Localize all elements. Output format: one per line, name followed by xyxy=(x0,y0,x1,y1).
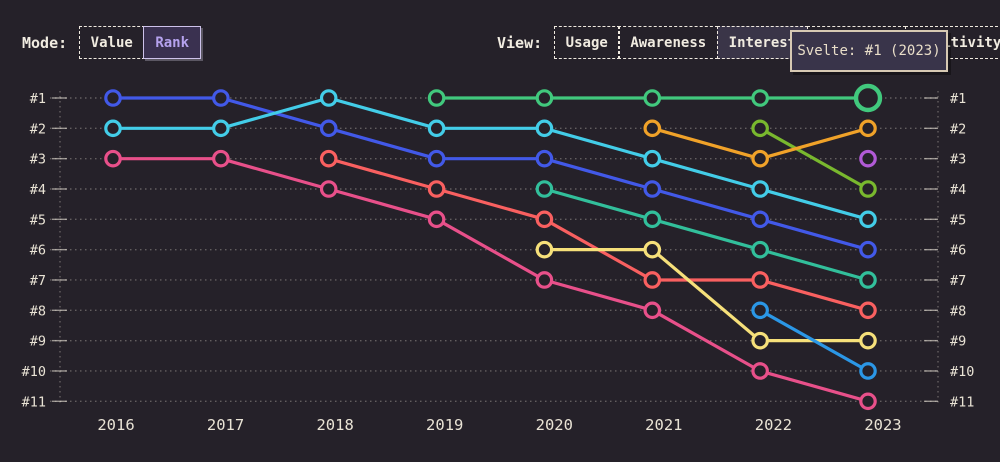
data-point-cyan-2016[interactable] xyxy=(104,119,122,138)
y-axis-label-left: #7 xyxy=(30,273,46,289)
data-point-indigo-2020[interactable] xyxy=(535,149,554,168)
y-axis-label-right: #6 xyxy=(950,243,966,259)
data-point-yellow-2020[interactable] xyxy=(535,240,554,259)
data-point-yellow-2022[interactable] xyxy=(751,331,769,350)
data-point-indigo-2016[interactable] xyxy=(104,89,122,107)
x-axis-label: 2019 xyxy=(426,416,463,434)
data-point-svelte-2021[interactable] xyxy=(643,89,662,107)
data-point-teal-2021[interactable] xyxy=(643,210,662,229)
data-point-pink-2017[interactable] xyxy=(212,149,230,168)
y-axis-label-right: #4 xyxy=(950,182,966,198)
y-axis-label-right: #2 xyxy=(950,121,966,137)
data-point-pink-2022[interactable] xyxy=(751,362,769,380)
data-point-salmon-red-2023[interactable] xyxy=(859,301,877,320)
mode-label: Mode: xyxy=(22,33,68,52)
series-line-salmon-red xyxy=(327,157,870,312)
y-axis-label-right: #9 xyxy=(950,334,966,350)
data-point-yellow-2023[interactable] xyxy=(859,331,877,350)
data-point-pink-2018[interactable] xyxy=(319,180,338,198)
view-option-usage[interactable]: Usage xyxy=(553,26,620,59)
data-point-orange-2022[interactable] xyxy=(751,149,769,168)
x-axis-label: 2017 xyxy=(207,416,244,434)
data-point-light-blue-2022[interactable] xyxy=(751,301,769,320)
y-axis-label-right: #8 xyxy=(950,303,966,319)
data-point-svelte-2019[interactable] xyxy=(427,89,446,107)
data-point-lime-2022[interactable] xyxy=(751,119,769,138)
series-line-indigo xyxy=(111,96,870,252)
y-axis-label-right: #10 xyxy=(950,364,974,380)
y-axis-label-left: #5 xyxy=(30,212,46,228)
series-line-cyan xyxy=(111,96,870,221)
data-point-purple-2023[interactable] xyxy=(859,149,877,168)
data-point-indigo-2017[interactable] xyxy=(212,89,230,107)
data-point-light-blue-2023[interactable] xyxy=(859,362,877,380)
x-axis-label: 2021 xyxy=(645,416,682,434)
chart-tooltip: Svelte: #1 (2023) xyxy=(790,30,948,72)
mode-option-rank[interactable]: Rank xyxy=(143,26,202,59)
data-point-teal-2022[interactable] xyxy=(751,240,769,259)
data-point-pink-2023[interactable] xyxy=(859,392,877,411)
data-point-salmon-red-2019[interactable] xyxy=(427,180,446,198)
y-axis-label-left: #11 xyxy=(22,394,46,410)
data-point-svelte-2022[interactable] xyxy=(751,89,769,107)
data-point-salmon-red-2018[interactable] xyxy=(319,149,338,168)
data-point-cyan-2019[interactable] xyxy=(427,119,446,138)
y-axis-label-left: #9 xyxy=(30,334,46,350)
data-point-orange-2021[interactable] xyxy=(643,119,662,138)
data-point-cyan-2021[interactable] xyxy=(643,149,662,168)
y-axis-label-right: #1 xyxy=(950,91,966,107)
data-point-cyan-2017[interactable] xyxy=(212,119,230,138)
data-point-pink-2021[interactable] xyxy=(643,301,662,320)
y-axis-label-right: #3 xyxy=(950,152,966,168)
x-axis-label: 2018 xyxy=(316,416,353,434)
mode-control: Mode: Value Rank xyxy=(22,26,202,59)
data-point-indigo-2023[interactable] xyxy=(859,240,877,259)
y-axis-label-left: #8 xyxy=(30,303,46,319)
series-line-pink xyxy=(111,157,870,403)
data-point-salmon-red-2020[interactable] xyxy=(535,210,554,229)
view-option-awareness[interactable]: Awareness xyxy=(618,26,719,59)
data-point-teal-2020[interactable] xyxy=(535,180,554,198)
y-axis-label-left: #2 xyxy=(30,121,46,137)
data-point-indigo-2022[interactable] xyxy=(751,210,769,229)
y-axis-label-right: #7 xyxy=(950,273,966,289)
data-point-salmon-red-2022[interactable] xyxy=(751,271,769,289)
data-point-pink-2019[interactable] xyxy=(427,210,446,229)
data-point-cyan-2022[interactable] xyxy=(751,180,769,198)
y-axis-label-left: #4 xyxy=(30,182,46,198)
data-point-svelte-2023[interactable] xyxy=(853,83,883,113)
y-axis-label-left: #6 xyxy=(30,243,46,259)
view-label: View: xyxy=(497,33,543,52)
x-axis-label: 2023 xyxy=(864,416,901,434)
data-point-orange-2023[interactable] xyxy=(859,119,877,138)
data-point-indigo-2019[interactable] xyxy=(427,149,446,168)
y-axis-label-left: #10 xyxy=(22,364,46,380)
y-axis-label-left: #1 xyxy=(30,91,46,107)
x-axis-label: 2022 xyxy=(755,416,792,434)
data-point-pink-2016[interactable] xyxy=(104,149,122,168)
data-point-cyan-2023[interactable] xyxy=(859,210,877,229)
series-line-teal xyxy=(542,187,870,282)
mode-option-value[interactable]: Value xyxy=(78,26,145,59)
y-axis-label-right: #5 xyxy=(950,212,966,228)
data-point-indigo-2021[interactable] xyxy=(643,180,662,198)
y-axis-label-left: #3 xyxy=(30,152,46,168)
data-point-cyan-2018[interactable] xyxy=(319,89,338,107)
y-axis-label-right: #11 xyxy=(950,394,974,410)
data-point-svelte-2020[interactable] xyxy=(535,89,554,107)
data-point-salmon-red-2021[interactable] xyxy=(643,271,662,289)
data-point-pink-2020[interactable] xyxy=(535,271,554,289)
data-point-cyan-2020[interactable] xyxy=(535,119,554,138)
data-point-indigo-2018[interactable] xyxy=(319,119,338,138)
series-line-lime xyxy=(758,126,870,191)
data-point-teal-2023[interactable] xyxy=(859,271,877,289)
series-line-light-blue xyxy=(758,308,870,373)
x-axis-label: 2020 xyxy=(536,416,573,434)
data-point-yellow-2021[interactable] xyxy=(643,240,662,259)
x-axis-label: 2016 xyxy=(97,416,134,434)
chart-tooltip-text: Svelte: #1 (2023) xyxy=(797,43,941,59)
data-point-lime-2023[interactable] xyxy=(859,180,877,198)
